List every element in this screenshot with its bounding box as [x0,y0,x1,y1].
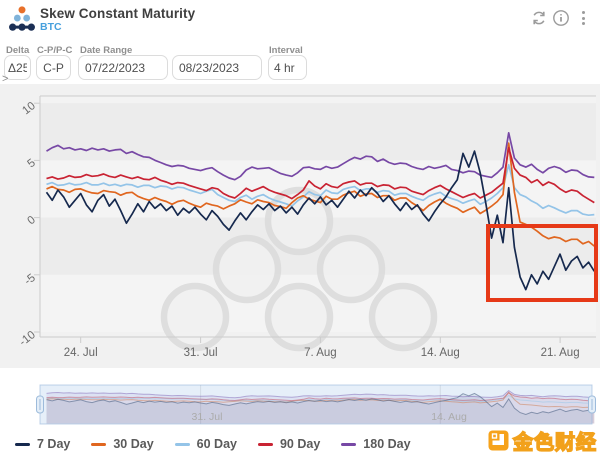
navigator-line-7-day [46,392,595,416]
watermark-logo [160,186,438,352]
series-lines [45,131,596,291]
series-line-30-day [46,142,595,247]
page-title: Skew Constant Maturity [40,6,196,21]
goldfinance-logo-icon [488,430,509,451]
navigator-line-90-day [46,392,595,402]
kebab-menu-icon[interactable] [574,9,592,27]
legend-item-7-day[interactable]: 7 Day [15,437,70,451]
navigator-selection[interactable] [39,384,593,425]
date-to-input[interactable] [172,55,262,80]
navigator-handle-left[interactable] [36,395,44,414]
app-logo-icon [9,6,35,31]
navigator-label: 31. Jul [192,411,223,423]
axes [34,95,596,343]
legend-item-90-day[interactable]: 90 Day [257,437,321,451]
x-axis-labels: 24. Jul 31. Jul 7. Aug 14. Aug 21. Aug [64,347,580,359]
legend-marker [15,442,30,446]
legend-label: 180 Day [363,437,411,451]
interval-input[interactable] [268,55,307,80]
filter-bar: Delta C-P/P-C Date Range Interval [0,40,600,84]
x-axis-tick-label: 21. Aug [541,347,580,359]
legend-label: 30 Day [113,437,154,451]
legend-marker [341,442,357,446]
refresh-icon[interactable] [530,9,548,27]
panel-expander[interactable]: > [2,73,9,85]
navigator-series-lines [46,389,595,424]
navigator-line-180-day [46,389,595,399]
navigator-label: 14. Aug [431,411,467,423]
x-axis-tick-label: 14. Aug [421,347,460,359]
date-from-input[interactable] [78,55,168,80]
legend: 7 Day 30 Day 60 Day 90 Day 180 Day [15,437,411,451]
navigator-line-30-day [46,391,595,409]
interval-label: Interval [269,45,303,56]
x-axis-tick-label: 31. Jul [184,347,218,359]
legend-item-60-day[interactable]: 60 Day [174,437,237,451]
cp-pc-label: C-P/P-C [37,45,73,56]
header: Skew Constant Maturity BTC [0,0,600,40]
legend-label: 90 Day [279,437,321,451]
info-icon[interactable] [552,9,570,27]
legend-item-30-day[interactable]: 30 Day [91,437,154,451]
series-line-7-day [45,150,596,291]
delta-input[interactable] [4,55,31,80]
legend-marker [174,442,190,446]
site-watermark: 金色财经 [488,426,597,455]
date-range-label: Date Range [80,45,133,56]
legend-label: 7 Day [37,437,71,451]
x-axis-tick-label: 24. Jul [64,347,98,359]
x-axis-tick-label: 7. Aug [304,347,337,359]
navigator-handle-right[interactable] [588,395,596,414]
cp-pc-input[interactable] [36,55,71,80]
legend-label: 60 Day [196,437,237,451]
legend-marker [257,442,273,446]
delta-label: Delta [6,45,30,56]
legend-marker [91,442,107,446]
series-line-180-day [46,131,595,181]
goldfinance-watermark-text: 金色财经 [512,431,597,455]
legend-item-180-day[interactable]: 180 Day [341,437,411,451]
navigator: 31. Jul 14. Aug [36,384,596,425]
asset-subtitle: BTC [40,21,62,33]
series-line-90-day [46,146,595,204]
